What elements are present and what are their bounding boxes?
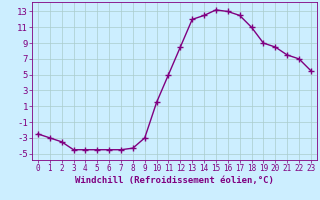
X-axis label: Windchill (Refroidissement éolien,°C): Windchill (Refroidissement éolien,°C) (75, 176, 274, 185)
